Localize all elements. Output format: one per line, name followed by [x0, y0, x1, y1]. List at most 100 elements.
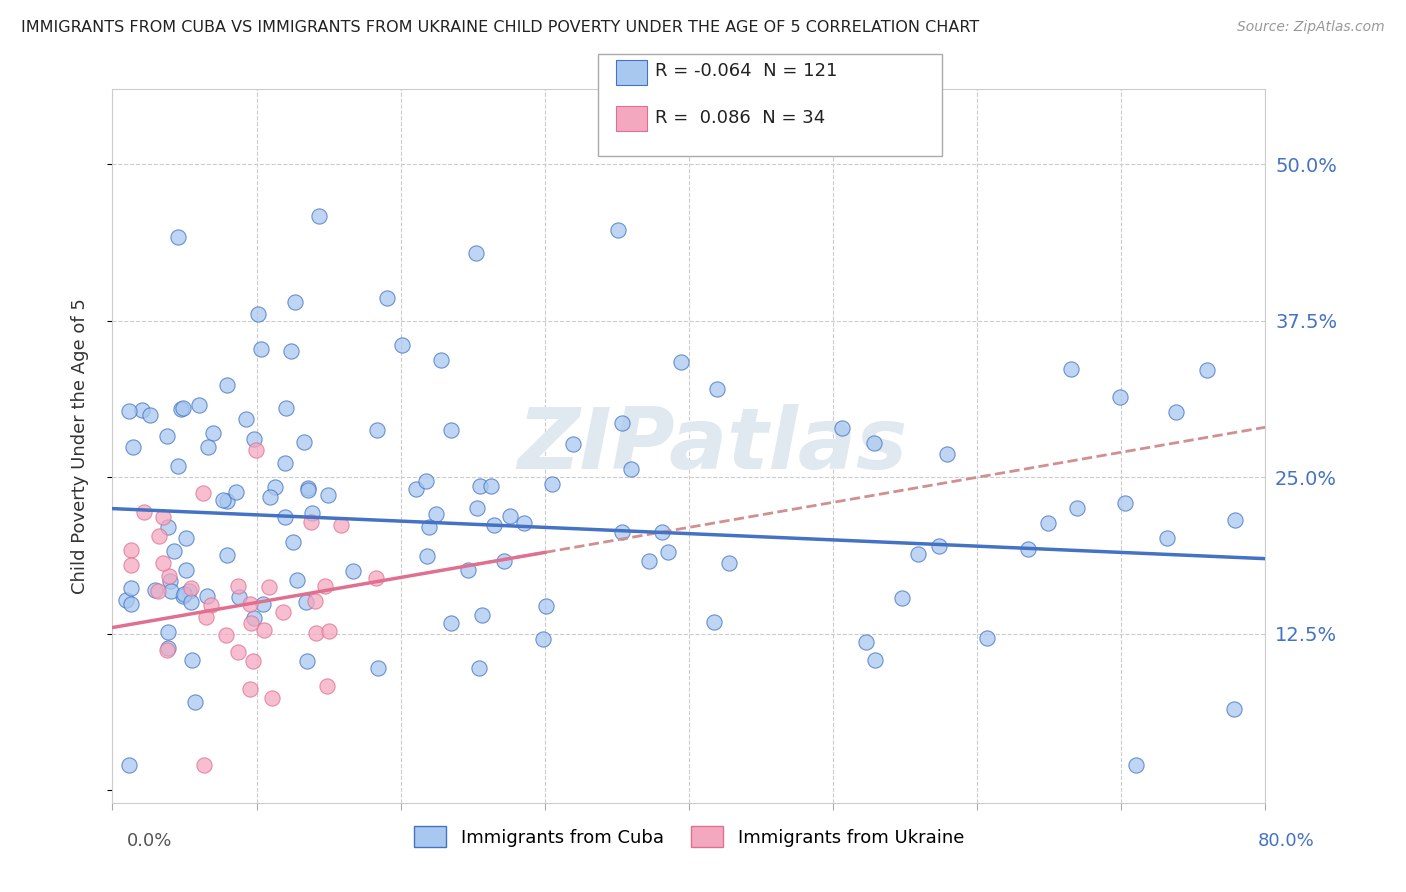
- Point: [242, 611, 264, 625]
- Point: [211, 492, 233, 507]
- Point: [252, 597, 274, 611]
- Point: [305, 626, 328, 640]
- Point: [156, 429, 179, 443]
- Point: [174, 563, 197, 577]
- Point: [366, 423, 388, 437]
- Point: [1066, 501, 1088, 516]
- Point: [669, 355, 692, 369]
- Point: [492, 554, 515, 568]
- Point: [120, 581, 142, 595]
- Point: [330, 517, 353, 532]
- Point: [181, 653, 204, 667]
- Point: [620, 461, 643, 475]
- Point: [217, 548, 239, 562]
- Point: [935, 447, 957, 461]
- Text: Source: ZipAtlas.com: Source: ZipAtlas.com: [1237, 20, 1385, 34]
- Point: [274, 510, 297, 524]
- Point: [200, 599, 222, 613]
- Point: [179, 584, 201, 599]
- Point: [468, 661, 491, 675]
- Point: [228, 591, 250, 605]
- Point: [831, 421, 853, 435]
- Point: [159, 583, 181, 598]
- Point: [242, 432, 264, 446]
- Point: [703, 615, 725, 629]
- Point: [191, 486, 214, 500]
- Text: ZIPatlas: ZIPatlas: [517, 404, 907, 488]
- Point: [239, 681, 262, 696]
- Point: [718, 556, 741, 570]
- Point: [253, 624, 276, 638]
- Point: [139, 408, 162, 422]
- Point: [226, 579, 249, 593]
- Point: [195, 589, 218, 603]
- Point: [122, 440, 145, 454]
- Point: [157, 569, 180, 583]
- Point: [706, 382, 728, 396]
- Point: [225, 484, 247, 499]
- Point: [170, 402, 193, 417]
- Point: [862, 436, 884, 450]
- Point: [976, 631, 998, 645]
- Point: [1223, 702, 1246, 716]
- Point: [159, 574, 181, 588]
- Point: [163, 543, 186, 558]
- Point: [271, 605, 294, 619]
- Point: [301, 506, 323, 520]
- Point: [173, 587, 195, 601]
- Point: [470, 479, 492, 493]
- Point: [264, 480, 287, 494]
- Point: [1195, 363, 1218, 377]
- Point: [308, 209, 330, 223]
- Point: [890, 591, 912, 606]
- Point: [239, 598, 262, 612]
- Point: [166, 458, 188, 473]
- Text: IMMIGRANTS FROM CUBA VS IMMIGRANTS FROM UKRAINE CHILD POVERTY UNDER THE AGE OF 5: IMMIGRANTS FROM CUBA VS IMMIGRANTS FROM …: [21, 20, 980, 35]
- Point: [259, 490, 281, 504]
- Point: [534, 599, 557, 614]
- Point: [114, 593, 136, 607]
- Point: [281, 535, 304, 549]
- Point: [1017, 542, 1039, 557]
- Point: [482, 518, 505, 533]
- Point: [148, 529, 170, 543]
- Point: [1114, 496, 1136, 510]
- Point: [638, 554, 661, 568]
- Text: 0.0%: 0.0%: [127, 831, 172, 849]
- Point: [499, 508, 522, 523]
- Point: [215, 628, 238, 642]
- Point: [284, 295, 307, 310]
- Point: [316, 679, 339, 693]
- Point: [143, 582, 166, 597]
- Point: [513, 516, 536, 530]
- Point: [562, 437, 585, 451]
- Point: [285, 573, 308, 587]
- Point: [612, 524, 634, 539]
- Point: [201, 425, 224, 440]
- Point: [132, 505, 155, 519]
- Point: [610, 417, 633, 431]
- Point: [541, 477, 564, 491]
- Point: [152, 510, 174, 524]
- Point: [464, 246, 486, 260]
- Point: [318, 624, 340, 639]
- Point: [156, 642, 179, 657]
- Point: [157, 624, 180, 639]
- Point: [907, 547, 929, 561]
- Point: [118, 403, 141, 417]
- Point: [606, 223, 628, 237]
- Point: [304, 594, 326, 608]
- Point: [257, 580, 280, 594]
- Point: [292, 435, 315, 450]
- Point: [375, 291, 398, 305]
- Point: [172, 401, 194, 415]
- Point: [430, 352, 453, 367]
- Point: [152, 556, 174, 570]
- Point: [120, 597, 142, 611]
- Point: [295, 654, 318, 668]
- Point: [367, 660, 389, 674]
- Point: [364, 571, 387, 585]
- Point: [184, 695, 207, 709]
- Point: [1108, 390, 1130, 404]
- Point: [180, 581, 202, 595]
